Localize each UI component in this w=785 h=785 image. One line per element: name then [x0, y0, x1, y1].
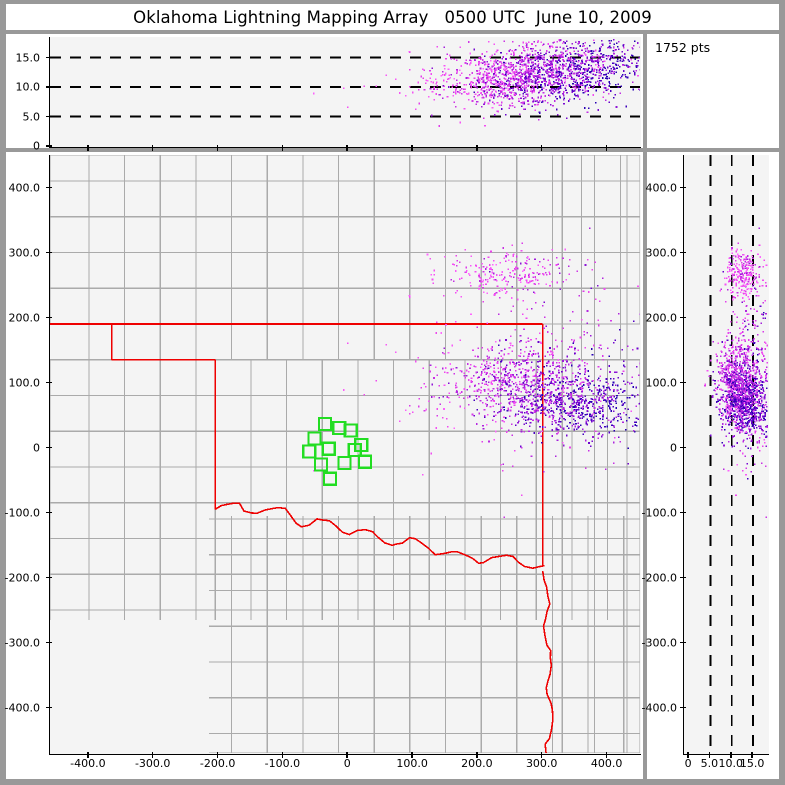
map-layer: [50, 155, 640, 753]
map-ytick-label: -300.0: [4, 636, 40, 649]
map-xtick-label: 300.0: [525, 757, 558, 770]
point-count-label: 1752 pts: [655, 40, 711, 55]
map-xtick-label: 0: [343, 757, 351, 770]
side-ytick-label: 200.0: [645, 311, 678, 324]
top-xtick-mark: [540, 145, 543, 151]
top-xtick-mark: [151, 145, 154, 151]
side-ytick-label: -200.0: [641, 571, 677, 584]
side-ytick-label: 100.0: [645, 376, 678, 389]
top-ytick-label: 5.0: [22, 110, 41, 123]
side-ytick-mark: [680, 316, 686, 319]
map-ytick-mark: [46, 446, 52, 449]
map-ytick-label: 100.0: [8, 376, 41, 389]
map-xtick-label: -200.0: [199, 757, 236, 770]
map-xtick-mark: [476, 752, 478, 758]
side-xtick-mark: [730, 752, 732, 758]
map-ytick-mark: [46, 186, 52, 189]
side-ytick-label: 0: [670, 441, 677, 454]
side-ytick-label: 300.0: [645, 246, 678, 259]
map-xtick-mark: [281, 752, 284, 758]
top-ytick-label: 15.0: [15, 51, 41, 65]
side-ytick-mark: [680, 186, 686, 189]
title-bar: Oklahoma Lightning Mapping Array 0500 UT…: [6, 4, 779, 30]
top-xtick-mark: [216, 145, 219, 151]
top-ytick-label: 10.0: [15, 80, 41, 94]
top-ytick-mark: [46, 86, 52, 88]
side-xtick-mark: [708, 752, 711, 758]
map-xtick-mark: [411, 752, 413, 758]
map-xtick-mark: [87, 752, 89, 758]
side-xtick-label: 0: [684, 757, 692, 770]
side-scatter-layer: [704, 155, 768, 753]
map-xtick-label: -100.0: [264, 757, 301, 770]
side-ytick-mark: [680, 576, 686, 579]
map-xtick-label: 200.0: [461, 757, 493, 770]
map-xtick-mark: [605, 752, 608, 758]
map-xtick-mark: [540, 752, 543, 758]
top-xtick-mark: [281, 145, 284, 151]
side-ytick-label: -300.0: [641, 636, 677, 649]
map-ytick-label: 400.0: [8, 181, 41, 194]
side-xtick-mark: [751, 752, 753, 758]
page-title: Oklahoma Lightning Mapping Array 0500 UT…: [133, 7, 652, 27]
map-xtick-mark: [346, 752, 348, 758]
map-xtick-mark: [216, 752, 219, 758]
side-ytick-mark: [680, 511, 686, 514]
point-count-panel: 1752 pts: [647, 34, 779, 148]
side-ytick-label: -400.0: [641, 701, 677, 714]
side-ytick-label: 400.0: [645, 181, 678, 194]
side-xtick-mark: [687, 752, 689, 758]
side-xtick-label: 15.0: [739, 757, 765, 770]
north-south-vs-altitude-plot[interactable]: [683, 155, 769, 755]
map-xtick-mark: [151, 752, 154, 758]
top-xtick-mark: [411, 145, 413, 151]
map-ytick-label: -100.0: [4, 506, 40, 519]
side-ytick-mark: [680, 706, 686, 709]
top-scatter-layer: [50, 38, 640, 127]
top-ytick-mark: [46, 145, 52, 147]
map-xtick-label: 400.0: [590, 757, 623, 770]
map-ytick-mark: [46, 251, 52, 254]
map-xtick-label: -300.0: [134, 757, 171, 770]
map-ytick-mark: [46, 576, 52, 579]
map-ytick-mark: [46, 511, 52, 514]
map-ytick-label: 0: [33, 441, 40, 454]
map-ytick-mark: [46, 316, 52, 319]
top-ytick-mark: [46, 115, 52, 118]
map-ytick-label: 300.0: [8, 246, 41, 259]
side-ytick-mark: [680, 641, 686, 644]
top-xtick-mark: [605, 145, 608, 151]
map-panel: 400.0 300.0 200.0 100.0 0 -100.0 -200.0 -300.0 -…: [4, 152, 643, 779]
map-plot[interactable]: [49, 155, 641, 755]
north-south-vs-altitude-panel: 400.0 300.0 200.0 100.0 0 -100.0 -200.0 -300.0 -…: [642, 152, 779, 779]
side-ytick-mark: [680, 381, 686, 384]
map-xtick-label: 100.0: [396, 757, 428, 770]
map-xtick-label: -400.0: [70, 757, 106, 770]
map-ytick-label: -200.0: [4, 571, 40, 584]
top-xtick-mark: [476, 145, 478, 151]
map-ytick-label: -400.0: [4, 701, 40, 714]
top-ytick-label: 0: [33, 139, 40, 153]
map-ytick-label: 200.0: [8, 311, 41, 324]
top-ytick-mark: [46, 56, 52, 59]
side-ytick-mark: [680, 446, 686, 449]
map-ytick-mark: [46, 381, 52, 384]
map-ytick-mark: [46, 706, 52, 709]
top-xtick-mark: [346, 145, 348, 151]
altitude-vs-east-west-panel: 05.010.015.0-400.0-300.0-200.0-100.00100…: [6, 34, 643, 163]
side-xtick-label: 10.0: [718, 757, 744, 770]
side-ytick-mark: [680, 251, 686, 254]
side-xtick-label: 5.0: [700, 757, 719, 770]
altitude-vs-east-west-plot[interactable]: [49, 37, 641, 148]
map-ytick-mark: [46, 641, 52, 644]
side-ytick-label: -100.0: [641, 506, 677, 519]
top-xtick-mark: [87, 145, 89, 151]
